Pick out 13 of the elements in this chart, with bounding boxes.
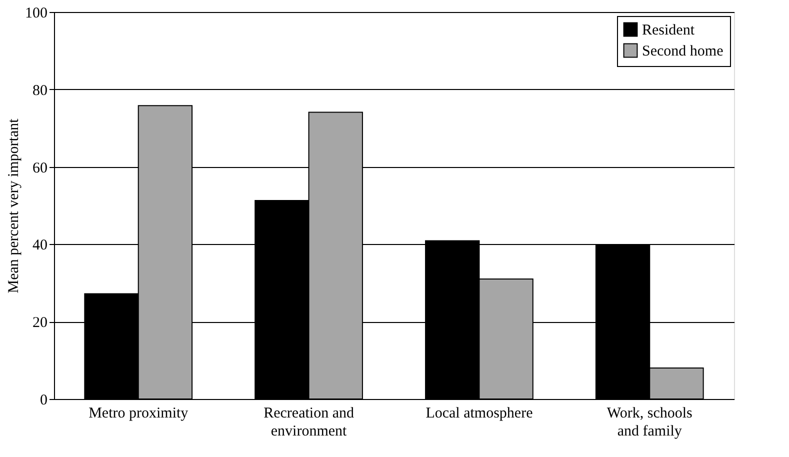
legend-label: Resident [642, 22, 696, 38]
x-tick-label: Recreation and environment [264, 406, 354, 440]
legend-label: Second home [642, 44, 724, 60]
y-tick-label: 60 [32, 160, 48, 176]
x-tick-label: Work, schools and family [606, 406, 693, 440]
x-tick-label: Local atmosphere [426, 406, 534, 422]
x-tick-label: Metro proximity [88, 406, 189, 422]
y-tick-label: 100 [25, 6, 48, 22]
y-tick-label: 40 [32, 238, 48, 254]
y-axis-title: Mean percent very important [6, 118, 22, 294]
y-tick-label: 80 [32, 82, 48, 99]
y-tick-label: 20 [32, 315, 48, 332]
y-tick-label: 0 [40, 392, 48, 408]
